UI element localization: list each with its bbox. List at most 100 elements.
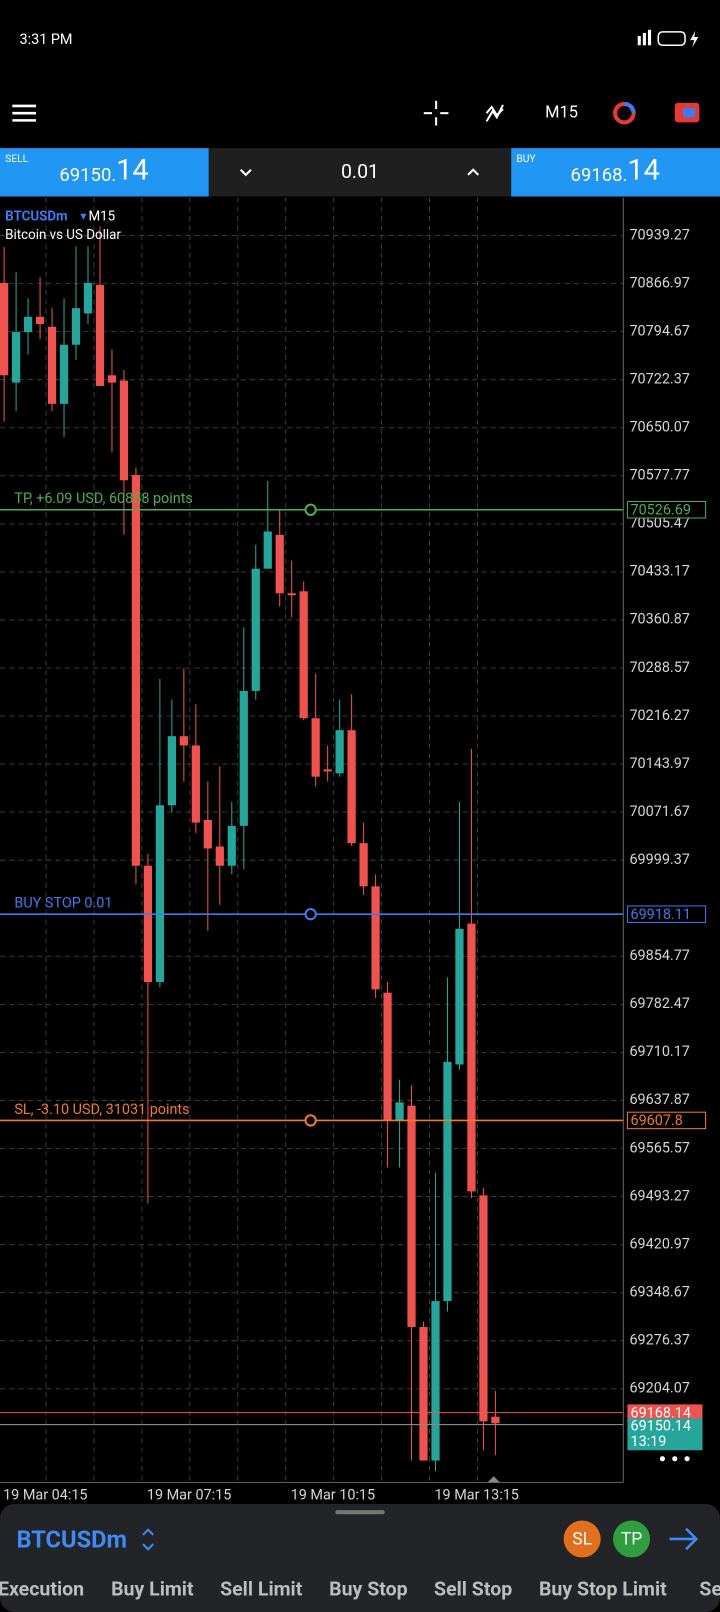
level-handle[interactable]: [304, 1114, 317, 1127]
candle-body: [455, 928, 464, 1065]
candle-body: [275, 534, 284, 594]
sell-price-pips: 14: [116, 153, 148, 187]
y-tick-label: 70216.27: [629, 707, 689, 724]
y-tick-label: 70505.47: [629, 515, 689, 532]
candle-body: [35, 316, 45, 325]
candle-body: [215, 846, 224, 866]
level-label: TP, +6.09 USD, 60858 points: [14, 490, 192, 507]
order-tabs: Execution Buy Limit Sell Limit Buy Stop Sell…: [0, 1578, 720, 1601]
candle-body: [71, 308, 81, 345]
y-tick-label: 70577.77: [629, 467, 689, 484]
candle-body: [323, 769, 332, 772]
order-tab[interactable]: Buy Stop Limit: [539, 1578, 667, 1601]
volume-down[interactable]: [239, 169, 252, 177]
more-dots[interactable]: [659, 1456, 690, 1462]
order-tab[interactable]: Sell Stop: [434, 1578, 512, 1601]
order-panel: [0, 1503, 720, 1612]
candle-body: [359, 843, 368, 887]
indicators-button[interactable]: [485, 104, 504, 122]
symbol-switch[interactable]: [142, 1528, 154, 1551]
chart-timeframe: M15: [88, 210, 115, 225]
y-tick-label: 69493.27: [629, 1187, 689, 1204]
candle-body: [179, 736, 188, 746]
y-tick-label: 69999.37: [629, 851, 689, 868]
sl-button[interactable]: [563, 1520, 601, 1558]
trade-button[interactable]: [674, 102, 700, 123]
chart-symbol: BTCUSDm: [5, 210, 67, 225]
candle-body: [191, 745, 200, 823]
candle-body: [347, 730, 356, 844]
y-tick-label: 70071.67: [629, 803, 689, 820]
order-tab[interactable]: Buy Limit: [111, 1578, 194, 1601]
candle-body: [443, 1061, 452, 1302]
y-tick-label: 70794.67: [629, 322, 689, 339]
candle-body: [119, 380, 129, 481]
candle-body: [419, 1326, 428, 1461]
volume-up[interactable]: [467, 168, 480, 176]
candle-body: [23, 316, 33, 333]
symbol-dropdown[interactable]: ▼: [80, 212, 87, 222]
buy-price-pips: 14: [627, 153, 659, 187]
tp-button[interactable]: [613, 1520, 651, 1558]
candle-body: [287, 593, 296, 596]
x-tick-label: 19 Mar 04:15: [3, 1487, 87, 1504]
level-handle[interactable]: [304, 503, 317, 516]
y-tick-label: 69782.47: [629, 995, 689, 1012]
objects-button[interactable]: [613, 101, 636, 125]
y-tick-label: 70866.97: [629, 274, 689, 291]
chart-subtitle: Bitcoin vs US Dollar: [5, 228, 121, 243]
crosshair-button[interactable]: [423, 100, 449, 126]
order-tab[interactable]: Buy Stop: [329, 1578, 407, 1601]
y-tick-label: 69854.77: [629, 947, 689, 964]
order-tab[interactable]: Execution: [0, 1578, 84, 1601]
sell-button[interactable]: [0, 148, 209, 197]
candle-body: [83, 282, 93, 314]
order-tab[interactable]: Sell Limit: [220, 1578, 303, 1601]
candle-body: [0, 282, 9, 376]
candle-body: [239, 690, 248, 826]
candle-body: [263, 531, 272, 569]
y-tick-label: 70288.57: [629, 659, 689, 676]
candle-body: [491, 1416, 500, 1424]
status-icons: [637, 29, 699, 48]
y-tick-label: 70360.87: [629, 611, 689, 628]
candle-body: [59, 344, 69, 404]
x-tick-label: 19 Mar 13:15: [434, 1487, 518, 1504]
volume[interactable]: 0.01: [341, 160, 379, 183]
candle-body: [203, 819, 212, 849]
buy-label: BUY: [516, 152, 536, 165]
level-tag-label: 69607.8: [631, 1112, 683, 1129]
submit-arrow[interactable]: [669, 1527, 699, 1551]
buy-button[interactable]: [511, 148, 720, 197]
menu-button[interactable]: [12, 104, 36, 122]
order-symbol[interactable]: BTCUSDm: [16, 1525, 127, 1553]
candle-body: [11, 332, 21, 383]
level-label: BUY STOP 0.01: [14, 895, 112, 912]
y-tick-label: 70939.27: [629, 226, 689, 243]
status-time: 3:31 PM: [20, 31, 73, 48]
candle-body: [167, 736, 176, 806]
bid-tag: [627, 1418, 703, 1451]
x-tick-label: 19 Mar 07:15: [147, 1487, 231, 1504]
candle-body: [131, 474, 141, 866]
candle-body: [383, 992, 392, 1121]
y-tick-label: 69420.97: [629, 1235, 689, 1252]
candle-body: [155, 805, 165, 983]
y-tick-label: 69565.57: [629, 1139, 689, 1156]
tp-label: TP: [621, 1530, 642, 1550]
ask-tag: [627, 1404, 703, 1421]
order-tab[interactable]: Sell Stop Limit: [699, 1578, 720, 1601]
timeframe-button[interactable]: M15: [545, 104, 578, 123]
drag-handle[interactable]: [335, 1510, 385, 1515]
candle-body: [227, 825, 236, 866]
candle-body: [299, 591, 308, 719]
ask-tag-label: 69168.14: [631, 1404, 691, 1421]
level-handle[interactable]: [304, 908, 317, 921]
bid-tag-label: 69150.14: [631, 1417, 691, 1434]
y-tick-label: 70433.17: [629, 563, 689, 580]
level-tag: [626, 500, 707, 519]
shift-marker: [487, 1476, 500, 1483]
